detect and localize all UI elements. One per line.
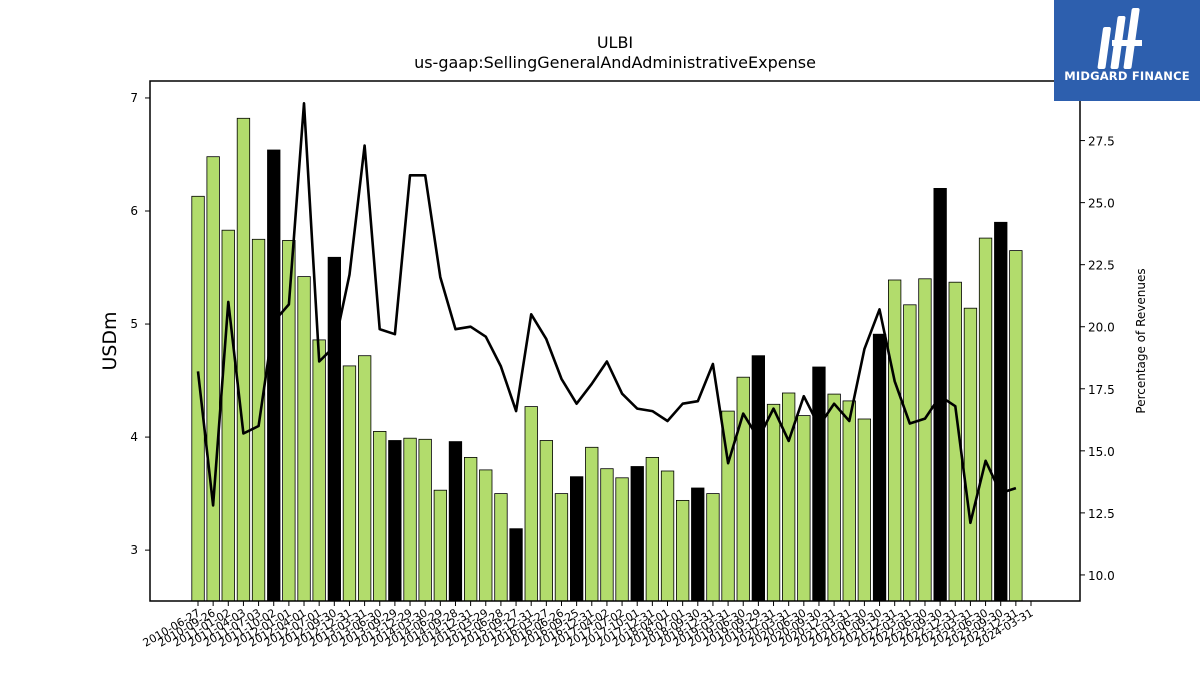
y-tick-label: 4 — [130, 430, 138, 444]
bar — [267, 149, 281, 602]
percentage-line — [196, 102, 1017, 525]
bar — [1009, 250, 1023, 602]
logo-mark-icon — [1097, 8, 1142, 69]
y2-tick-label: 10.0 — [1088, 569, 1115, 583]
brand-logo: MIDGARD FINANCE — [1054, 0, 1200, 101]
y2-tick-label: 25.0 — [1088, 197, 1115, 211]
y2-tick-label: 17.5 — [1088, 383, 1115, 397]
bar — [357, 355, 372, 602]
y2-axis-label: Percentage of Revenues — [1134, 268, 1148, 413]
bar — [509, 528, 523, 602]
bar — [418, 438, 432, 602]
chart-subtitle: us-gaap:SellingGeneralAndAdministrativeE… — [414, 53, 816, 72]
bar — [600, 468, 614, 602]
left-axis-ticks: 3 4 5 6 7 — [130, 91, 150, 557]
bar — [327, 256, 342, 602]
bar — [827, 393, 841, 602]
line-series — [196, 102, 1017, 525]
bar — [433, 489, 448, 602]
bar — [479, 469, 493, 602]
bar — [933, 187, 947, 602]
chart-title: ULBI — [597, 33, 633, 52]
bar — [918, 278, 932, 602]
bar — [994, 221, 1008, 602]
y2-tick-label: 20.0 — [1088, 321, 1115, 335]
plot-frame — [149, 80, 1081, 602]
bar — [645, 456, 659, 602]
bar — [660, 470, 675, 602]
bar — [221, 229, 235, 602]
bar — [373, 430, 387, 602]
bar — [872, 333, 887, 602]
y-tick-label: 7 — [130, 91, 138, 105]
bar — [570, 476, 584, 602]
bar — [766, 403, 781, 602]
bar — [191, 195, 205, 602]
bar — [691, 487, 705, 602]
bar — [978, 237, 993, 602]
bar — [206, 156, 220, 602]
y2-tick-label: 15.0 — [1088, 445, 1115, 459]
y2-tick-label: 12.5 — [1088, 507, 1115, 521]
bar — [448, 441, 463, 602]
bar-series — [191, 117, 1023, 602]
bar — [751, 355, 765, 602]
y2-tick-label: 27.5 — [1088, 135, 1115, 149]
bar — [797, 415, 811, 602]
y-tick-label: 3 — [130, 543, 138, 557]
bar — [736, 376, 750, 602]
right-axis-ticks: 10.0 12.5 15.0 17.5 20.0 22.5 25.0 27.5 — [1080, 135, 1115, 583]
bar — [554, 493, 569, 602]
bar — [539, 440, 553, 602]
bar — [312, 339, 326, 602]
bar — [676, 499, 690, 602]
bar — [494, 493, 508, 602]
bar — [857, 418, 871, 602]
bar — [463, 456, 478, 602]
y2-tick-label: 22.5 — [1088, 259, 1115, 273]
bar — [388, 440, 402, 602]
bar — [403, 437, 417, 602]
bar — [903, 304, 917, 602]
logo-text: MIDGARD FINANCE — [1064, 69, 1190, 83]
y-tick-label: 5 — [130, 317, 138, 331]
bar — [524, 406, 538, 602]
bar — [963, 307, 978, 602]
bar — [630, 466, 644, 602]
bar — [615, 477, 629, 602]
bar — [297, 276, 311, 602]
bar — [842, 400, 856, 602]
y-tick-label: 6 — [130, 204, 138, 218]
bar — [585, 446, 599, 602]
y-axis-label: USDm — [99, 311, 121, 370]
bar — [706, 493, 720, 602]
bar — [812, 366, 826, 602]
bar — [342, 365, 357, 602]
bar — [888, 279, 902, 602]
x-axis-ticks: 2010-06-272010-09-262011-01-022011-04-03… — [141, 601, 1036, 650]
bar — [236, 117, 251, 602]
